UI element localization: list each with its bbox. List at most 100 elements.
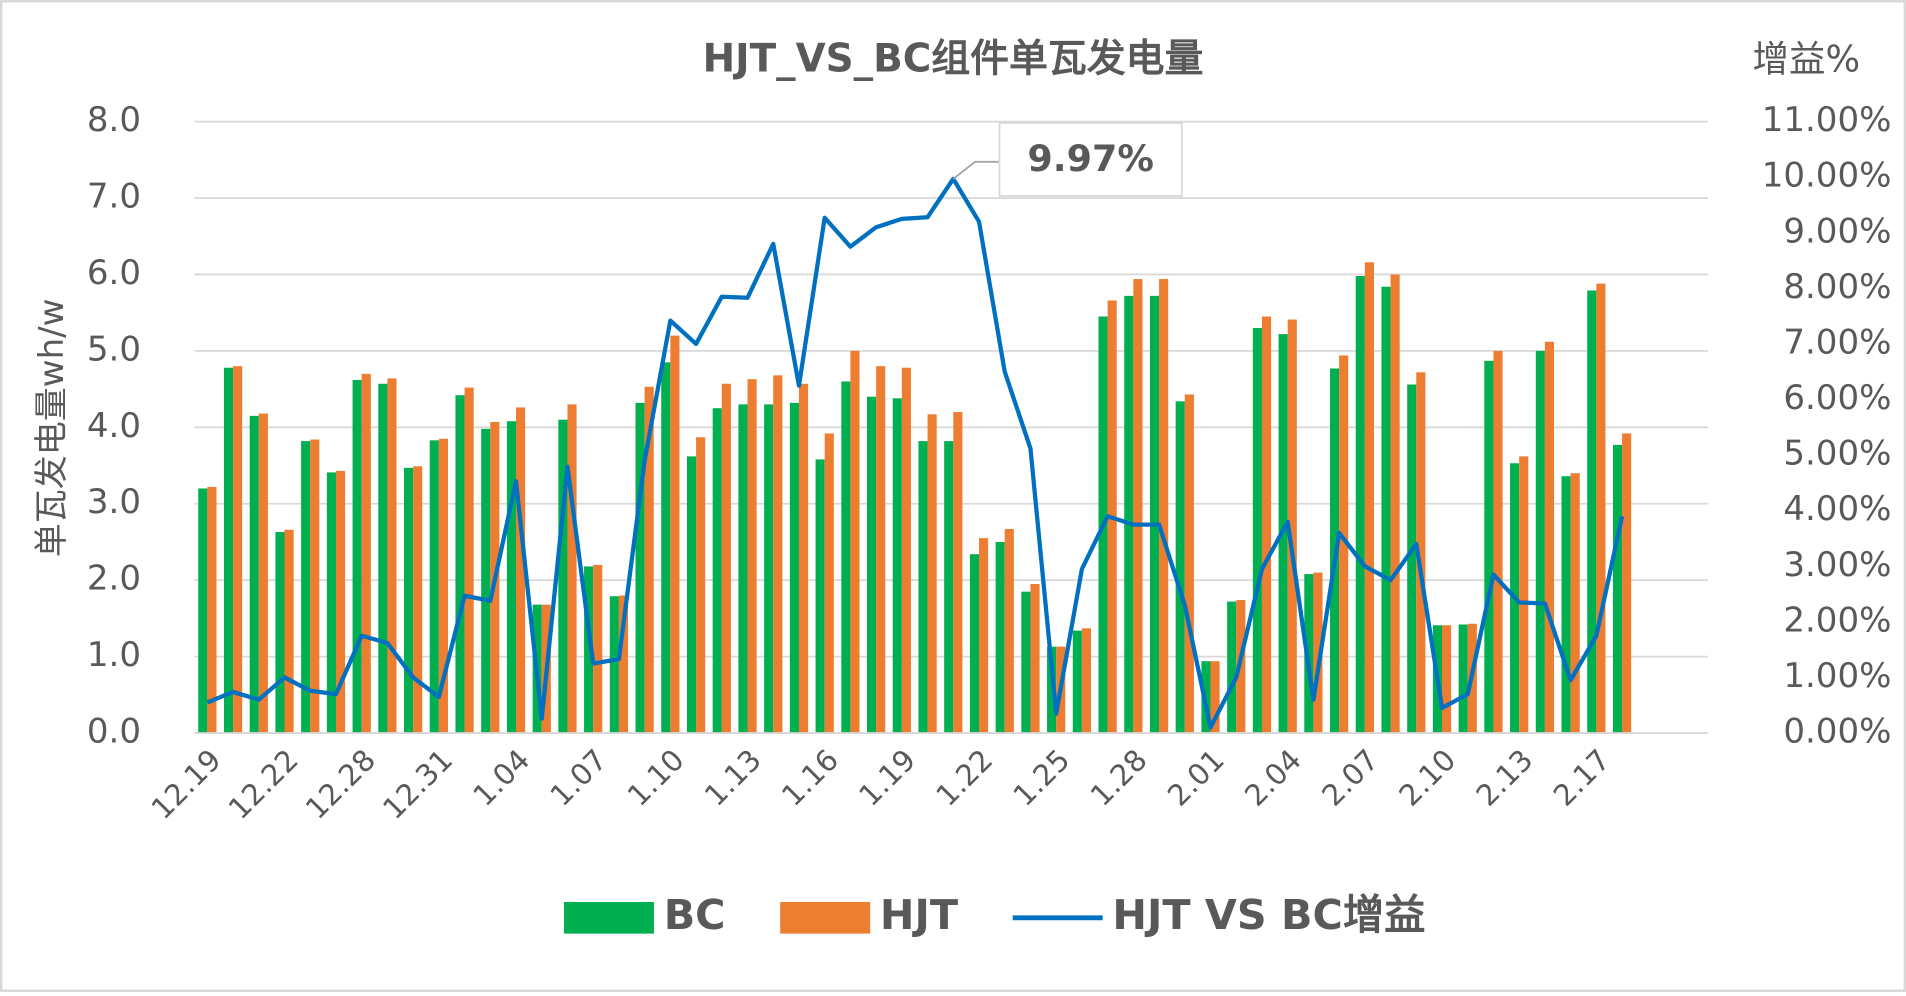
bar <box>1047 646 1057 734</box>
bar <box>1339 355 1349 734</box>
bar <box>516 407 526 734</box>
y2-tick-label: 8.00% <box>1783 267 1891 307</box>
y-tick-label: 5.0 <box>87 329 141 369</box>
bar <box>438 438 448 734</box>
legend-label: HJT <box>880 891 958 939</box>
bar <box>284 529 294 734</box>
bar <box>798 383 809 734</box>
bar <box>361 373 371 734</box>
y-tick-label: 0.0 <box>87 712 141 752</box>
bar <box>464 387 474 734</box>
bar <box>661 362 671 734</box>
bar <box>815 459 825 734</box>
bar <box>1587 290 1597 734</box>
bar <box>335 470 346 734</box>
bar <box>584 566 594 734</box>
bar <box>413 466 423 734</box>
bar <box>876 366 886 734</box>
y2-axis-title: 增益% <box>1753 37 1861 80</box>
bar <box>404 467 414 734</box>
callout-box <box>998 122 1183 197</box>
bar <box>1407 384 1417 734</box>
bar <box>764 404 774 734</box>
bar <box>901 367 911 734</box>
bar <box>378 383 388 734</box>
bar <box>712 408 722 734</box>
bar <box>223 367 234 734</box>
bar <box>953 412 963 734</box>
bar <box>506 421 517 734</box>
legend-swatch <box>564 901 654 934</box>
bar <box>1381 286 1391 734</box>
legend-swatch <box>780 901 871 934</box>
bar <box>1004 528 1014 734</box>
bar <box>258 413 268 734</box>
data-label: 9.97% <box>1027 137 1153 180</box>
y2-tick-label: 6.00% <box>1783 378 1891 418</box>
y2-tick-label: 9.00% <box>1783 211 1891 251</box>
y2-tick-label: 1.00% <box>1783 656 1891 696</box>
bar <box>1081 628 1092 734</box>
bar <box>1570 473 1580 734</box>
y-tick-label: 4.0 <box>87 406 141 446</box>
y-tick-label: 1.0 <box>87 635 141 675</box>
bar <box>918 441 928 734</box>
bar <box>1124 295 1134 734</box>
bar <box>1416 372 1426 734</box>
y2-tick-label: 0.00% <box>1783 712 1891 752</box>
y-tick-label: 6.0 <box>87 253 141 293</box>
bar <box>1210 661 1220 734</box>
bar <box>1596 283 1606 734</box>
y2-tick-label: 2.00% <box>1783 600 1891 640</box>
bar <box>841 381 851 734</box>
y2-tick-label: 7.00% <box>1783 322 1891 362</box>
bar <box>927 414 937 734</box>
bar <box>1227 601 1237 734</box>
bar <box>1390 274 1400 734</box>
bar <box>1159 279 1169 734</box>
bar <box>644 386 654 734</box>
bar <box>1458 624 1468 734</box>
bar <box>207 486 217 734</box>
bar <box>1072 630 1082 734</box>
bar <box>1561 476 1571 734</box>
bar <box>696 437 706 734</box>
bar <box>850 350 860 734</box>
bar <box>455 395 465 734</box>
bar <box>944 441 954 734</box>
bar <box>635 402 645 734</box>
bar <box>1442 625 1452 734</box>
bar <box>1261 316 1272 734</box>
bar <box>593 564 603 734</box>
bar <box>618 595 629 734</box>
bar <box>481 428 491 734</box>
y-tick-label: 7.0 <box>87 177 141 217</box>
bar <box>387 378 397 734</box>
bar <box>738 404 748 734</box>
y-tick-label: 2.0 <box>87 559 141 599</box>
bar <box>892 398 902 734</box>
y2-tick-label: 3.00% <box>1783 545 1891 585</box>
bar <box>747 379 757 734</box>
bar <box>1287 319 1297 734</box>
bar <box>1544 341 1555 734</box>
bar <box>1484 360 1494 734</box>
bar <box>1519 456 1529 734</box>
bar <box>1252 327 1262 734</box>
bar <box>824 433 834 734</box>
bar <box>198 488 208 734</box>
bar <box>275 532 285 734</box>
y2-tick-label: 4.00% <box>1783 489 1891 529</box>
y2-tick-label: 11.00% <box>1762 100 1892 140</box>
bar <box>867 396 877 734</box>
bar <box>686 456 697 734</box>
bar <box>1364 262 1374 734</box>
legend-label: BC <box>664 891 726 939</box>
bar <box>1313 572 1323 734</box>
y2-tick-label: 5.00% <box>1783 434 1891 474</box>
bar <box>567 404 577 734</box>
bar <box>558 419 568 734</box>
bar <box>1133 279 1143 734</box>
bar <box>1030 583 1040 734</box>
bar <box>773 375 783 734</box>
